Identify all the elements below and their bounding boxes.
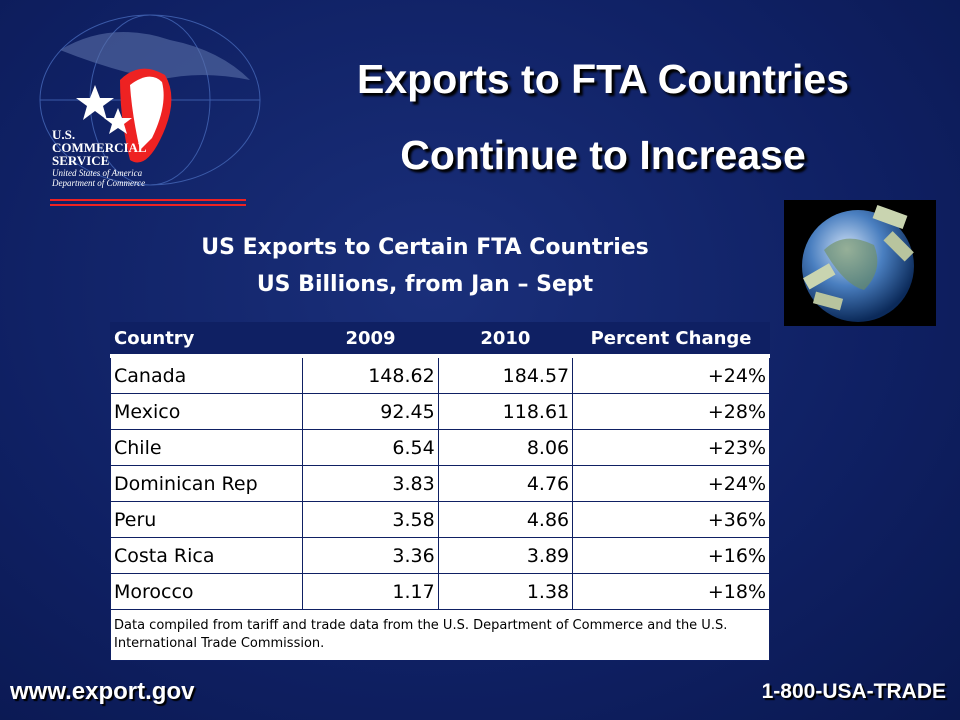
table-subtitle: US Billions, from Jan – Sept [256,272,594,297]
table-title: US Exports to Certain FTA Countries [201,235,649,260]
table-cell: 8.06 [437,429,574,466]
table-cell: Chile [109,429,304,466]
table-cell: 1.17 [302,573,439,610]
table-row: Costa Rica 3.36 3.89 +16% [109,537,770,574]
table-cell: 3.58 [302,501,439,538]
logo-text: Department of Commerce [52,178,146,188]
globe-image [784,200,936,326]
table-cell: 3.83 [302,465,439,502]
table-cell: 118.61 [437,393,574,430]
table-cell: 148.62 [302,355,439,394]
table-cell: Costa Rica [109,537,304,574]
table-cell: +28% [572,393,770,430]
table-cell: Dominican Rep [109,465,304,502]
table-cell: +24% [572,465,770,502]
logo-text: SERVICE [52,153,110,168]
table-cell: Peru [109,501,304,538]
table-note: Data compiled from tariff and trade data… [110,609,770,661]
table-cell: 1.38 [437,573,574,610]
table-row: Chile 6.54 8.06 +23% [109,429,770,466]
table-body: Canada 148.62 184.57 +24% Mexico 92.45 118.61 +… [109,355,770,661]
table-row: Dominican Rep 3.83 4.76 +24% [109,465,770,502]
column-header: 2009 [302,322,439,358]
logo-text: U.S. [52,127,76,142]
table-row: Canada 148.62 184.57 +24% [109,355,770,394]
table-cell: +16% [572,537,770,574]
table-cell: 3.89 [437,537,574,574]
header-row: Country 2009 2010 Percent Change [109,322,770,358]
note-row: Data compiled from tariff and trade data… [110,609,770,661]
table-cell: Mexico [109,393,304,430]
table-cell: 6.54 [302,429,439,466]
column-header: Percent Change [572,322,770,358]
table-cell: +18% [572,573,770,610]
table-cell: Canada [109,355,304,394]
table-cell: +24% [572,355,770,394]
data-table: Country 2009 2010 Percent Change Canada 148.… [109,322,770,661]
website: www.export.gov [10,678,195,705]
table-cell: 3.36 [302,537,439,574]
table-cell: 184.57 [437,355,574,394]
logo-art [39,14,261,206]
table-cell: +23% [572,429,770,466]
column-header: Country [109,322,304,358]
logo-text: COMMERCIAL [52,140,147,155]
table-cell: 92.45 [302,393,439,430]
column-header: 2010 [437,322,574,358]
table-cell: Morocco [109,573,304,610]
table-cell: 4.76 [437,465,574,502]
table-row: Mexico 92.45 118.61 +28% [109,393,770,430]
logo-text: United States of America [52,168,143,178]
table-row: Peru 3.58 4.86 +36% [109,501,770,538]
table-cell: 4.86 [437,501,574,538]
title: Exports to FTA Countries [357,56,849,102]
title: Continue to Increase [400,132,806,178]
phone: 1-800-USA-TRADE [761,680,946,703]
table-row: Morocco 1.17 1.38 +18% [109,573,770,610]
table-cell: +36% [572,501,770,538]
